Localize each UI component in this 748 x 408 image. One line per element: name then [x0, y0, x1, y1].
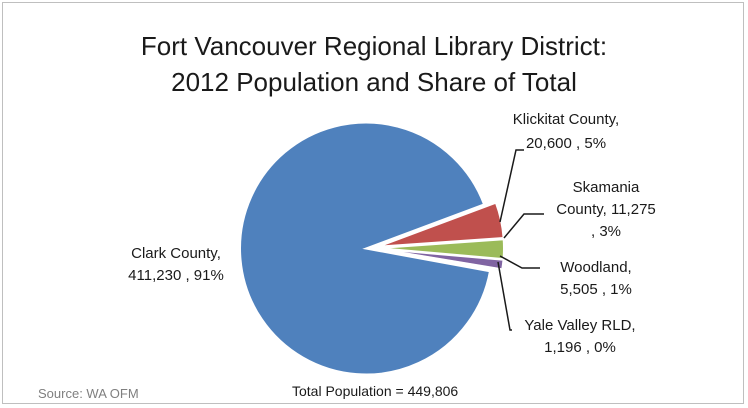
chart-title-line-1: Fort Vancouver Regional Library District…	[140, 31, 608, 61]
leader-lines	[497, 149, 544, 331]
data-label-line: Clark County,	[131, 245, 221, 262]
data-label-line: 20,600 , 5%	[526, 135, 606, 152]
data-label-skamania-county: Skamania County, 11,275 , 3%	[556, 179, 656, 240]
source-note: Source: WA OFM	[38, 386, 139, 401]
data-label-clark-county: Clark County, 411,230 , 91%	[128, 245, 224, 284]
data-label-line: Woodland,	[560, 259, 631, 276]
pie-slices	[239, 121, 505, 376]
data-label-line: , 3%	[591, 223, 621, 240]
pie-slice-yale-valley-rld	[377, 248, 504, 273]
chart-title: Fort Vancouver Regional Library District…	[0, 28, 748, 100]
data-label-woodland: Woodland, 5,505 , 1%	[560, 259, 632, 298]
data-label-yale-valley-rld: Yale Valley RLD, 1,196 , 0%	[524, 317, 635, 356]
leader-line-woodland	[499, 255, 540, 269]
leader-line-klickitat-county	[499, 149, 524, 223]
chart-title-line-2: 2012 Population and Share of Total	[171, 67, 577, 97]
data-label-line: 1,196 , 0%	[544, 339, 616, 356]
data-label-klickitat-county: Klickitat County, 20,600 , 5%	[513, 111, 619, 152]
data-label-line: Klickitat County,	[513, 111, 619, 128]
data-label-line: 5,505 , 1%	[560, 281, 632, 298]
data-label-line: 411,230 , 91%	[128, 267, 224, 284]
data-label-line: County, 11,275	[556, 201, 656, 218]
pie-slice-clark-county	[239, 121, 492, 376]
leader-line-yale-valley-rld	[497, 261, 512, 331]
slice-labels: Clark County, 411,230 , 91% Klickitat Coun…	[128, 111, 656, 356]
leader-line-skamania-county	[503, 213, 544, 239]
data-label-line: Skamania	[573, 179, 640, 196]
data-label-line: Yale Valley RLD,	[524, 317, 635, 334]
total-population-label: Total Population = 449,806	[292, 383, 458, 399]
